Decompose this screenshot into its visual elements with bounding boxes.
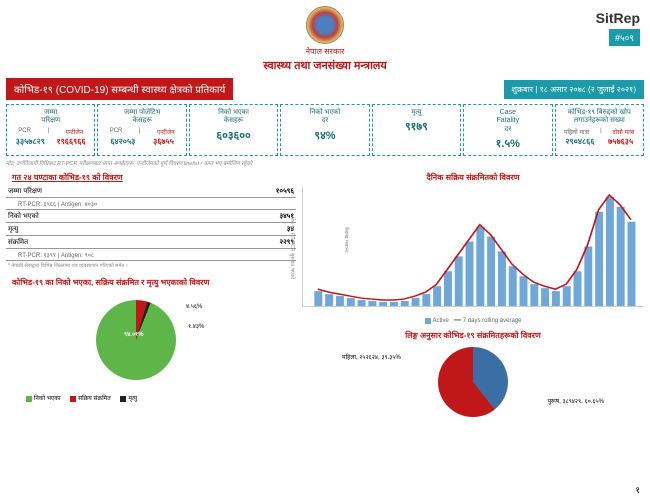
stat-box: निको भएकोदर९४% [280,104,369,156]
footnote: नोट: वर्णविलागी विधिबाट RT-PCR परीक्षणबा… [6,159,644,167]
daily-chart-title: दैनिक सक्रिय संक्रमितको विवरण [308,172,638,183]
stat-box: कोभिड-१९ बिरुद्दको खोपलगाउनेहरूको संख्या… [555,104,644,156]
gender-pie-chart: महिला, २५२६२४, ३९.३५% पुरूष, ३८९४२९, ६०.… [302,347,644,437]
report-date: शुक्रबार | १८ असार २०७८ (२ जुलाई २०२१) [504,80,644,99]
gov-label: नेपाल सरकार [0,46,650,57]
ministry-label: स्वास्थ्य तथा जनसंख्या मन्त्रालय [0,58,650,73]
sitrep-box: SitRep #५०९ [596,10,640,46]
chart-legend: Active ━━ 7 days rolling average [302,317,644,324]
stat-box: CaseFatalityदर१.५% [463,104,552,156]
sitrep-number: #५०९ [609,29,640,46]
report-title: कोभिड-१९ (COVID-19) सम्बन्धी स्वास्थ्य क… [6,78,233,100]
stat-box: मृत्यु९१७९ [372,104,461,156]
recovery-pie-chart: ९४.०१% ४.५६% १.४३% निको भएका सक्रिय संक्… [6,292,296,402]
sitrep-title: SitRep [596,10,640,26]
page-number: १ [635,483,640,496]
stat-box: निको भएकाकेसहरू६०३६०० [189,104,278,156]
table-note: * नेपाली सेनाद्वारा विभिन्न जिल्लामा शव … [6,261,296,271]
last24-table: जम्मा परिक्षण१०५९६RT-PCR: ६५६६ | Antigen… [6,185,296,261]
t24-title: गत २४ घण्टाका कोभिड-१९ को विवरण [12,172,290,183]
pie2-title: लिङ्ग अनुसार कोभिड-१९ संक्रमितहरूको विवर… [308,330,638,341]
stat-box: जम्मा पोजेटिभकेसहरूPCR|एन्टीजेन६४२०५३३६७… [97,104,186,156]
stat-box: जम्मापरिक्षणPCR|एन्टीजेन३३५७८२९१९६६९६६ [6,104,95,156]
daily-active-chart: जेठ १६, RT-PCR सुरुवात भएको बैशाख मसान्त [302,187,644,307]
pie1-title: कोभिड-१९ का निको भएका, सक्रिय संक्रमित र… [12,277,290,288]
nepal-emblem [306,6,344,44]
